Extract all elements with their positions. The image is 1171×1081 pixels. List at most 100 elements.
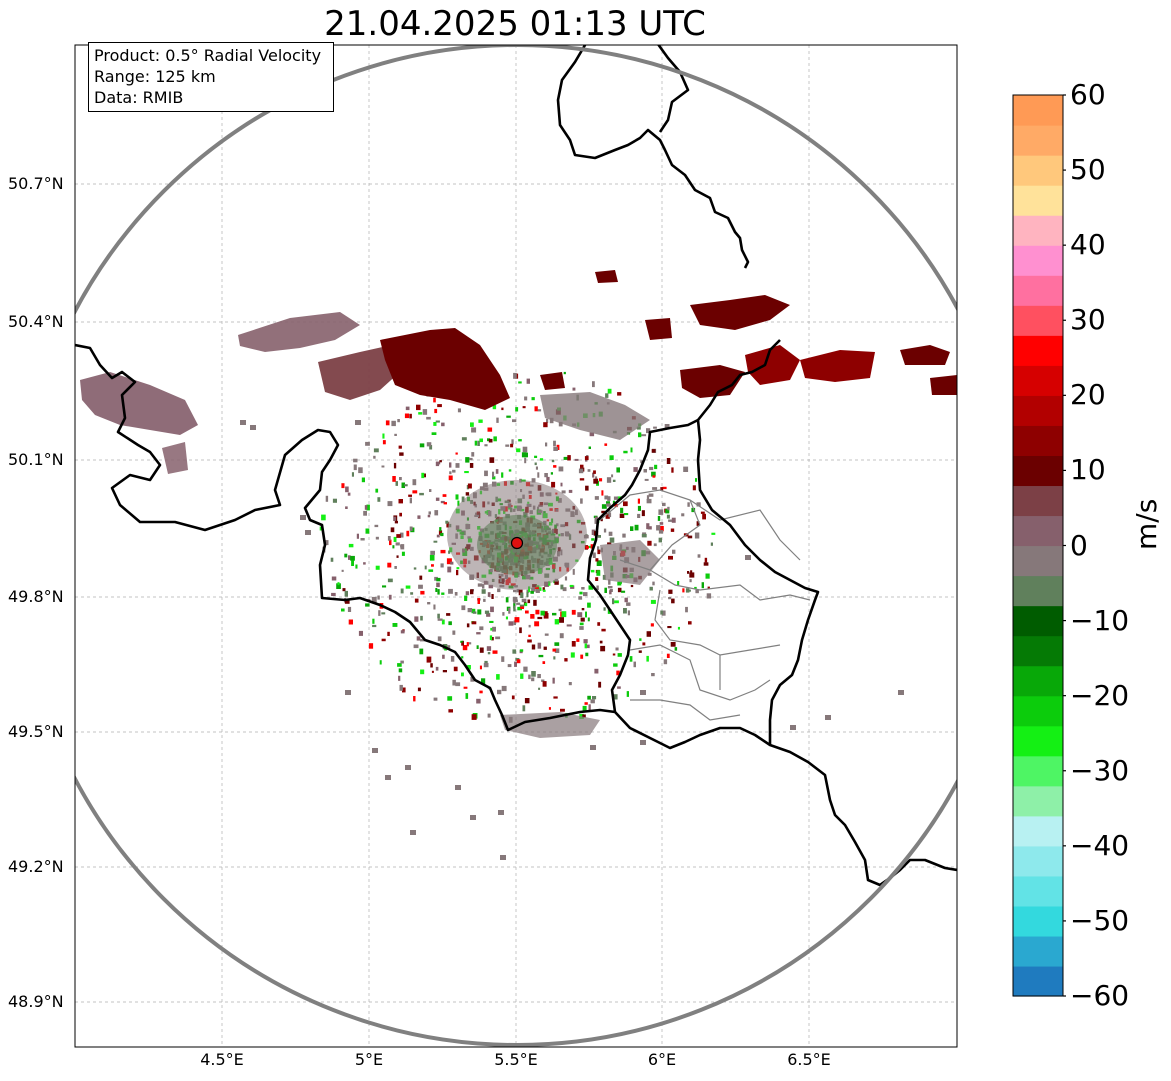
echo-pixel [412, 479, 417, 486]
echo-pixel [668, 519, 673, 522]
echo-pixel [453, 666, 458, 672]
echo-pixel [599, 640, 603, 644]
colorbar-tick-label: −60 [1070, 979, 1130, 1012]
colorbar-tick-label: 50 [1070, 153, 1106, 187]
echo-pixel [442, 670, 447, 673]
echo-pixel [608, 510, 610, 513]
echo-pixel [553, 440, 556, 447]
echo-pixel [427, 602, 431, 605]
echo-pixel [596, 585, 599, 590]
echo-pixel [478, 419, 483, 423]
echo-pixel [544, 633, 549, 636]
echo-pixel [484, 470, 488, 477]
echo-pixel [519, 649, 524, 652]
echo-pixel [488, 438, 493, 443]
echo-pixel [375, 488, 379, 493]
echo-pixel [348, 543, 354, 548]
echo-pixel [398, 445, 402, 449]
echo-pixel [426, 416, 431, 420]
echo-pixel [445, 520, 449, 524]
colorbar-band [1013, 665, 1063, 697]
echo-pixel [433, 604, 436, 610]
echo-pixel [564, 576, 568, 581]
colorbar-band [1013, 155, 1063, 186]
echo-pixel [604, 443, 608, 446]
echo-pixel [414, 616, 419, 622]
echo-pixel [623, 513, 629, 516]
echo-pixel [530, 591, 534, 594]
echo-pixel [341, 569, 344, 572]
echo-pixel [649, 466, 654, 471]
echo-pixel [387, 631, 390, 636]
echo-pixel [470, 676, 475, 682]
echo-pixel [561, 490, 566, 494]
echo-pixel [471, 608, 476, 614]
echo-pixel [585, 652, 589, 657]
echo-pixel [405, 406, 410, 411]
echo-pixel [418, 584, 423, 589]
echo-pixel [538, 687, 541, 690]
echo-pixel [439, 460, 442, 463]
echo-pixel [587, 469, 591, 472]
echo-pixel [543, 646, 547, 650]
range-label: Range: 125 km [94, 67, 216, 86]
echo-pixel [617, 392, 622, 396]
echo-pixel [695, 589, 699, 594]
echo-pixel [437, 404, 442, 408]
echo-pixel [646, 523, 650, 530]
echo-pixel [544, 473, 548, 478]
echo-pixel [487, 592, 491, 597]
echo-pixel [466, 623, 470, 628]
echo-pixel [476, 698, 481, 704]
echo-pixel [319, 526, 322, 531]
lat-tick-label: 50.4°N [8, 312, 64, 331]
echo-pixel [429, 445, 433, 450]
echo-pixel [486, 646, 492, 651]
echo-pixel [597, 535, 601, 538]
echo-pixel [489, 457, 495, 463]
echo-pixel [344, 600, 350, 604]
echo-pixel [646, 428, 651, 434]
echo-pixel [606, 477, 612, 483]
echo-pixel [630, 447, 633, 453]
echo-pixel [553, 446, 558, 451]
echo-pixel [580, 654, 584, 659]
echo-pixel [577, 612, 583, 618]
echo-pixel [491, 594, 494, 599]
radar-site-marker [510, 536, 524, 550]
echo-pixel [612, 479, 616, 482]
echo-pixel [341, 608, 345, 612]
echo-pixel [446, 522, 450, 528]
echo-pixel [574, 458, 579, 461]
echo-pixel [447, 696, 453, 701]
echo-pixel [543, 422, 548, 428]
echo-pixel [465, 693, 469, 699]
echo-pixel [395, 481, 398, 486]
echo-pixel [417, 515, 421, 519]
echo-pixel [447, 566, 452, 573]
echo-pixel [666, 458, 671, 464]
echo-pixel [554, 648, 560, 653]
echo-pixel [621, 590, 626, 593]
echo-pixel [363, 562, 366, 565]
product-info-box: Product: 0.5° Radial Velocity Range: 125… [88, 42, 334, 112]
echo-pixel [650, 623, 654, 627]
echo-pixel [483, 598, 486, 602]
echo-pixel [594, 668, 599, 674]
echo-pixel [660, 610, 663, 615]
echo-pixel [394, 520, 398, 524]
echo-regions [80, 270, 957, 738]
colorbar-tick-label: −20 [1070, 678, 1130, 712]
echo-pixel [552, 612, 557, 616]
echo-pixel [511, 439, 514, 445]
echo-pixel [350, 555, 355, 561]
echo-pixel [479, 647, 484, 653]
echo-pixel [576, 638, 580, 642]
echo-pixel [707, 586, 710, 590]
echo-pixel [409, 413, 412, 419]
echo-pixel [508, 607, 511, 614]
echo-pixel [520, 592, 524, 598]
echo-pixel [501, 407, 504, 411]
echo-pixel [595, 476, 598, 480]
echo-pixel [387, 562, 392, 568]
